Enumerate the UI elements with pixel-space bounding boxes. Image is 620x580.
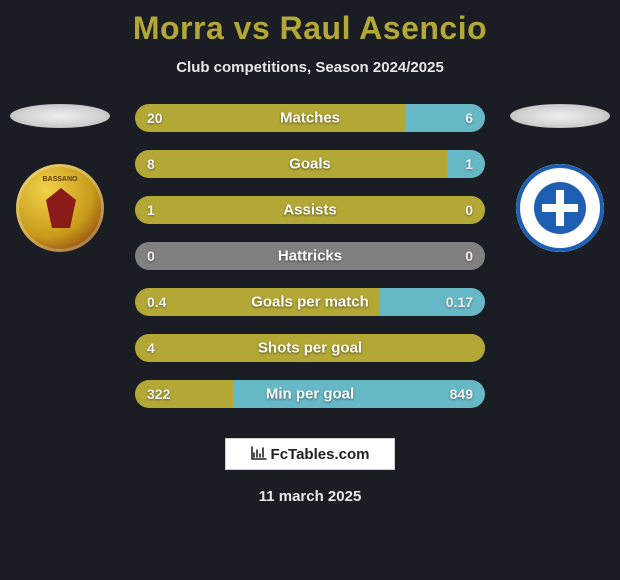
stat-value-left: 322 [147,386,170,402]
comparison-bars: 20 6 Matches 8 1 Goals 1 0 Assists 0 0 Hattricks 0.4… [135,104,485,408]
stat-value-left: 1 [147,202,155,218]
stat-label: Hattricks [278,248,342,265]
chart-icon [251,446,267,463]
stat-value-left: 20 [147,110,163,126]
team-badge-left: BASSANO [16,164,104,252]
stat-row: 20 6 Matches [135,104,485,132]
stat-label: Assists [283,202,336,219]
stat-value-left: 4 [147,340,155,356]
stat-value-right: 1 [465,156,473,172]
stat-value-right: 6 [465,110,473,126]
main-area: BASSANO 20 6 Matches 8 1 Goals 1 0 Assists 0 0 Hatt… [0,104,620,408]
stat-label: Matches [280,110,340,127]
stat-label: Goals per match [251,294,369,311]
stat-row: 1 0 Assists [135,196,485,224]
player-silhouette-right [510,104,610,128]
stat-row: 0.4 0.17 Goals per match [135,288,485,316]
stat-value-right: 0.17 [446,294,473,310]
date-label: 11 march 2025 [0,488,620,505]
subtitle: Club competitions, Season 2024/2025 [0,59,620,76]
stat-label: Shots per goal [258,340,362,357]
right-player-column [500,104,620,252]
stat-row: 8 1 Goals [135,150,485,178]
stat-label: Min per goal [266,386,354,403]
footer-brand-text: FcTables.com [271,446,370,463]
left-player-column: BASSANO [0,104,120,252]
footer-brand-box: FcTables.com [225,438,395,470]
player-silhouette-left [10,104,110,128]
stat-label: Goals [289,156,331,173]
stat-value-left: 0 [147,248,155,264]
stat-value-left: 0.4 [147,294,166,310]
page-title: Morra vs Raul Asencio [0,0,620,47]
bar-fill-left [135,104,405,132]
stat-value-right: 849 [450,386,473,402]
team-badge-left-label: BASSANO [16,176,104,183]
stat-value-left: 8 [147,156,155,172]
stat-row: 0 0 Hattricks [135,242,485,270]
comparison-infographic: Morra vs Raul Asencio Club competitions,… [0,0,620,580]
stat-row: 4 Shots per goal [135,334,485,362]
stat-row: 322 849 Min per goal [135,380,485,408]
shield-cross-icon [534,182,586,234]
stat-value-right: 0 [465,202,473,218]
team-badge-right [516,164,604,252]
stat-value-right: 0 [465,248,473,264]
